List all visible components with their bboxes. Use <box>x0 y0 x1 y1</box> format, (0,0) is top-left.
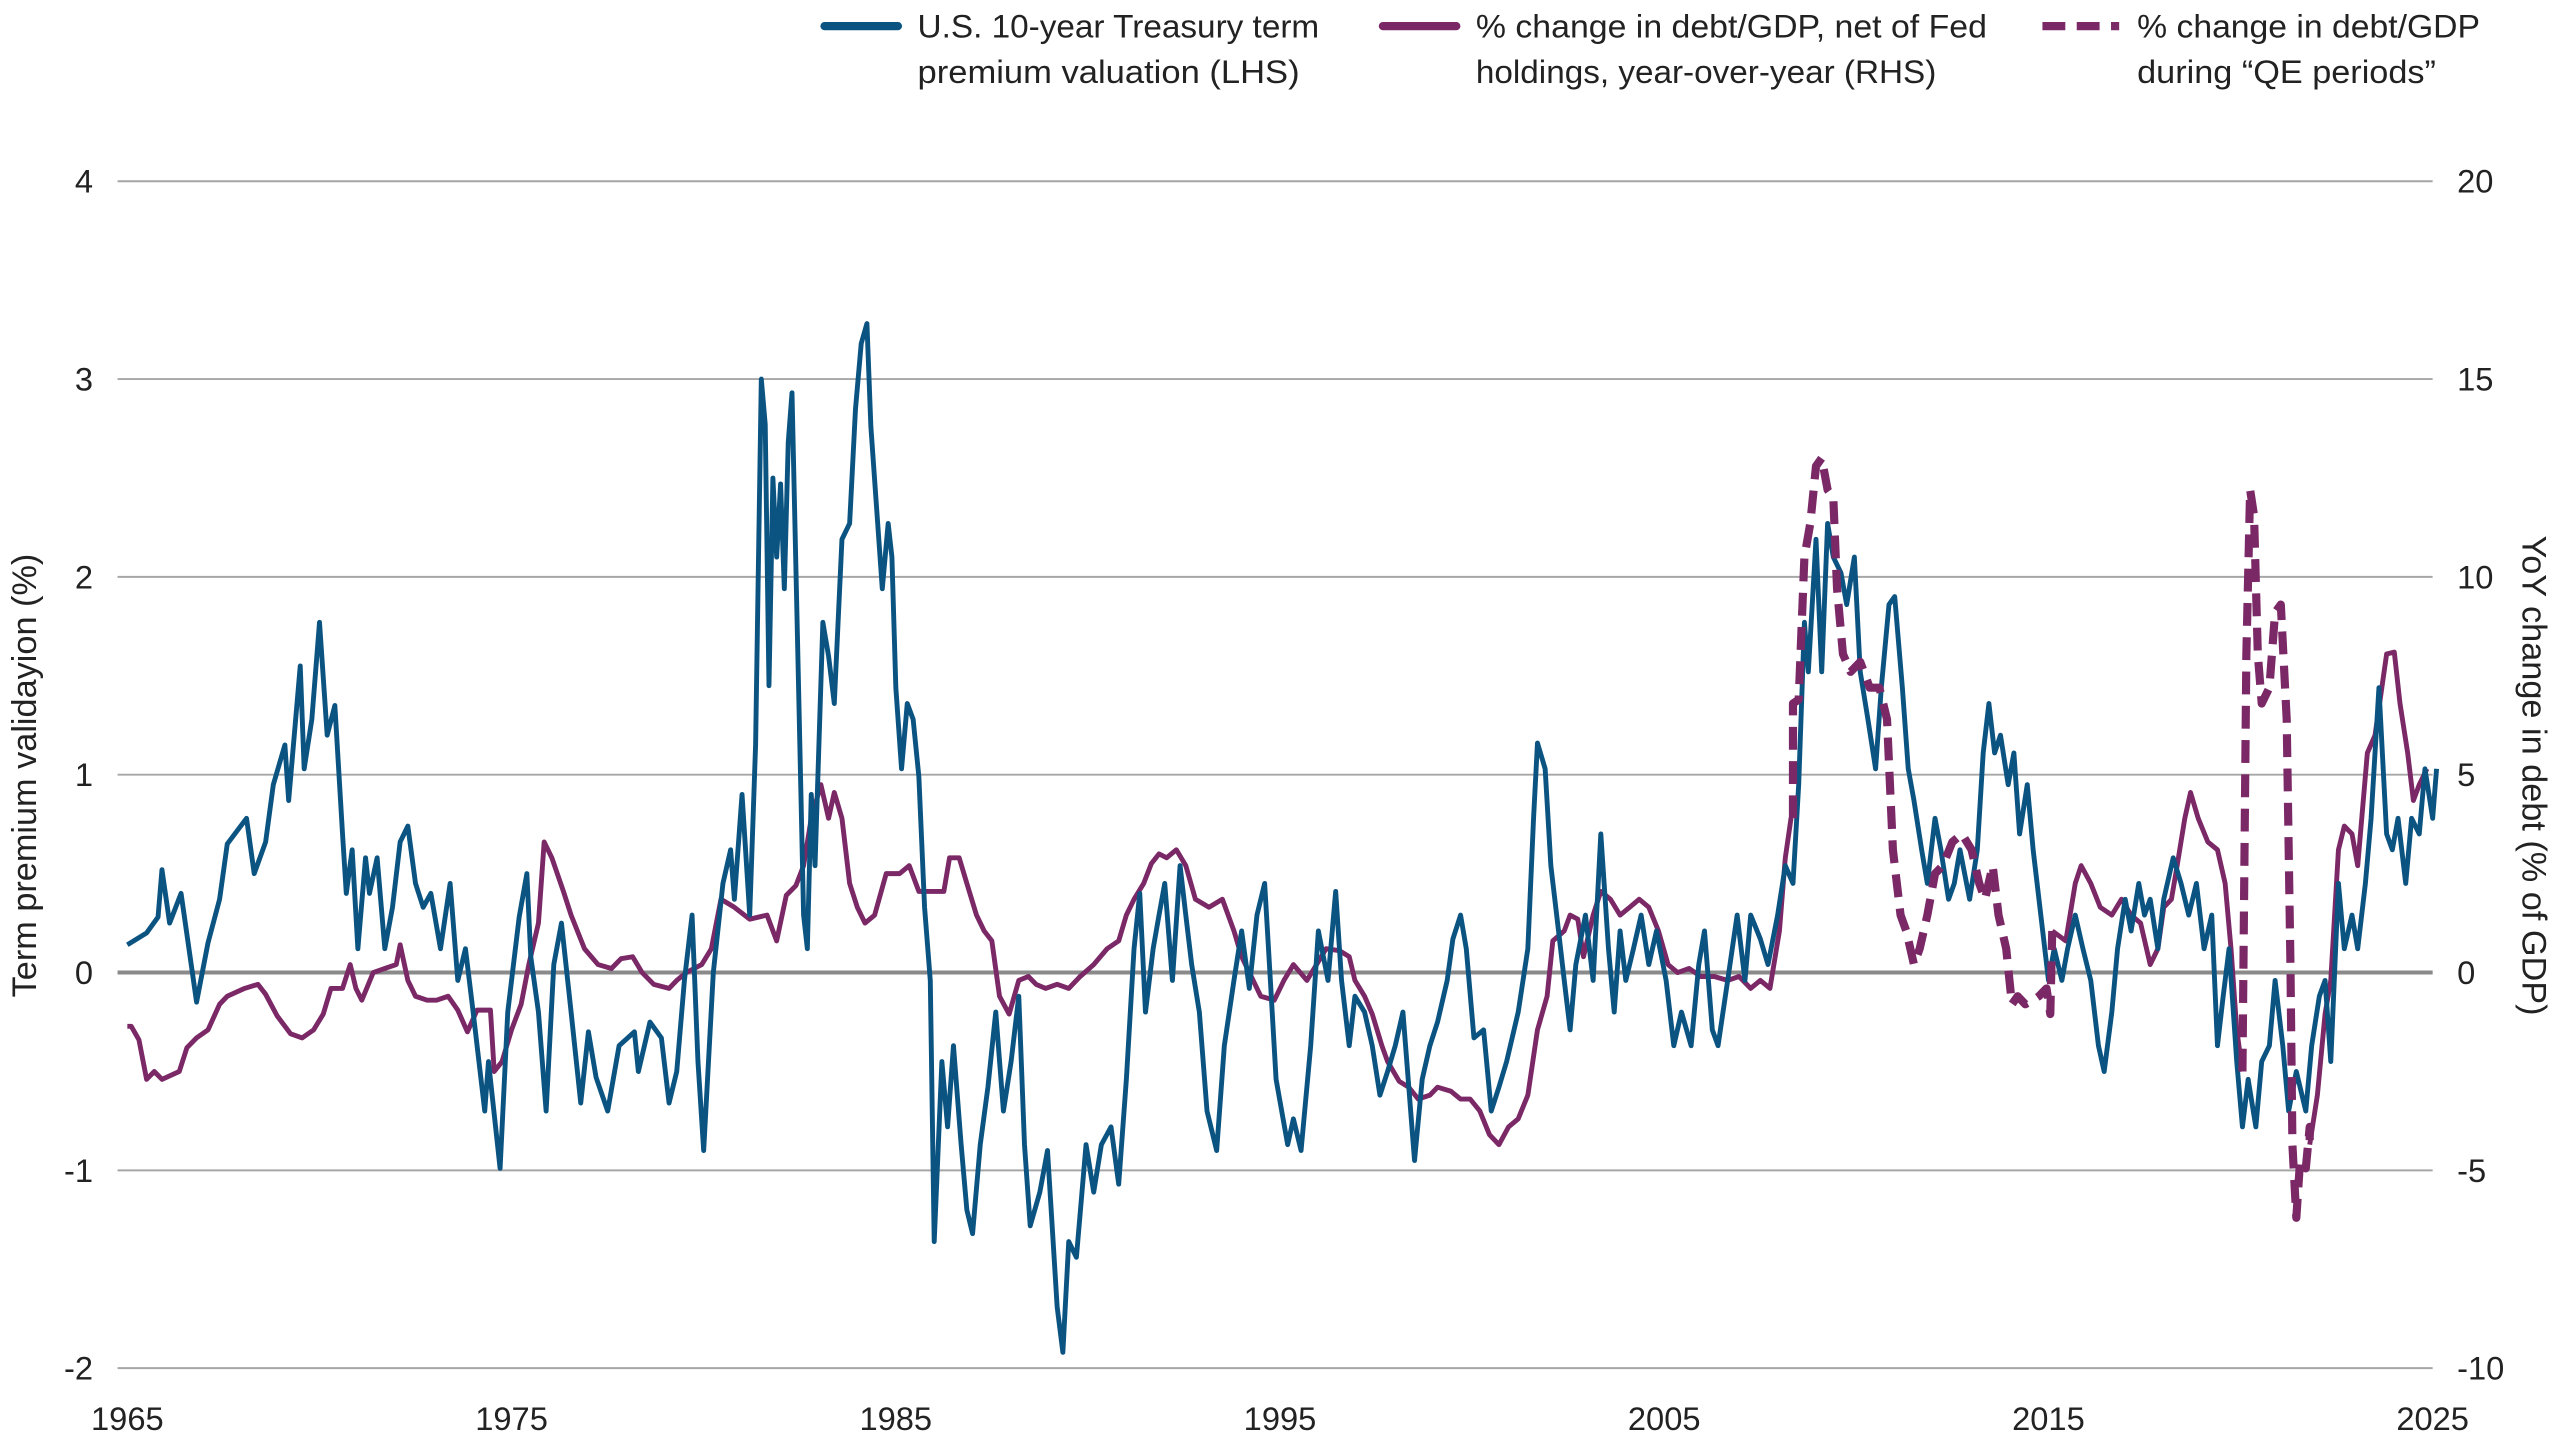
right-tick-label: 15 <box>2457 360 2493 397</box>
legend: U.S. 10-year Treasury term premium valua… <box>820 8 2480 90</box>
x-tick-label: 1995 <box>1244 1400 1317 1437</box>
x-tick-label: 2025 <box>2396 1400 2469 1437</box>
legend-item-qe-periods: % change in debt/GDP during “QE periods” <box>2042 8 2480 90</box>
series-line <box>2238 485 2314 1222</box>
gridlines <box>117 180 2433 1370</box>
x-tick-label: 2015 <box>2012 1400 2085 1437</box>
series-term-premium <box>126 321 2440 1355</box>
left-tick-label: 4 <box>75 163 93 200</box>
x-tick-label: 1975 <box>475 1400 548 1437</box>
left-tick-label: 2 <box>75 558 93 595</box>
right-tick-label: -5 <box>2457 1152 2486 1189</box>
right-axis-title: YoY change in debt (% of GDP) <box>2514 535 2552 1015</box>
series-debt-gdp-qe-periods <box>1788 454 2314 1222</box>
right-axis-ticks: -10 -5 0 5 10 15 20 <box>2457 163 2504 1387</box>
right-tick-label: 10 <box>2457 558 2493 595</box>
series-line <box>126 321 2440 1355</box>
series-line <box>1788 454 2057 1019</box>
left-tick-label: 1 <box>75 756 93 793</box>
series-line <box>2307 649 2430 1146</box>
legend-label-line1: % change in debt/GDP, net of Fed <box>1476 8 1987 45</box>
x-tick-label: 1985 <box>859 1400 932 1437</box>
x-tick-label: 1965 <box>91 1400 164 1437</box>
legend-label-line2: during “QE periods” <box>2137 53 2436 90</box>
right-tick-label: -10 <box>2457 1350 2504 1387</box>
series-lines <box>126 321 2440 1355</box>
legend-label-line2: holdings, year-over-year (RHS) <box>1476 53 1936 90</box>
left-tick-label: 3 <box>75 360 93 397</box>
right-tick-label: 20 <box>2457 163 2493 200</box>
x-axis-ticks: 1965 1975 1985 1995 2005 2015 2025 <box>91 1400 2469 1437</box>
left-axis-title: Term premium validayion (%) <box>6 554 44 998</box>
legend-item-term-premium: U.S. 10-year Treasury term premium valua… <box>820 8 1320 90</box>
left-axis-ticks: -2 -1 0 1 2 3 4 <box>64 163 93 1387</box>
left-tick-label: 0 <box>75 954 93 991</box>
right-tick-label: 5 <box>2457 756 2475 793</box>
series-line <box>127 782 1794 1148</box>
left-tick-label: -1 <box>64 1152 93 1189</box>
right-tick-label: 0 <box>2457 954 2475 991</box>
legend-label-line1: U.S. 10-year Treasury term <box>918 8 1320 45</box>
legend-label-line1: % change in debt/GDP <box>2137 8 2480 45</box>
left-tick-label: -2 <box>64 1350 93 1387</box>
x-tick-label: 2005 <box>1628 1400 1701 1437</box>
legend-item-debt-gdp: % change in debt/GDP, net of Fed holding… <box>1378 8 1987 90</box>
legend-label-line2: premium valuation (LHS) <box>918 53 1300 90</box>
